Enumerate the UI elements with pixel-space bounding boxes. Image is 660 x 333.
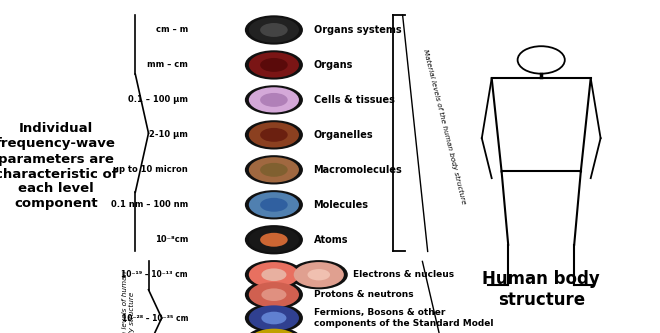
Text: 10⁻⁸cm: 10⁻⁸cm	[154, 235, 188, 244]
Circle shape	[294, 262, 344, 287]
Text: Fermions, Bosons & other
components of the Standard Model: Fermions, Bosons & other components of t…	[314, 308, 493, 328]
Text: Macromolecules: Macromolecules	[314, 165, 402, 175]
Text: Cells & tissues: Cells & tissues	[314, 95, 395, 105]
Circle shape	[245, 190, 303, 219]
Text: mm – cm: mm – cm	[147, 60, 188, 70]
Circle shape	[245, 85, 303, 115]
Circle shape	[260, 58, 288, 72]
Text: Molecules: Molecules	[314, 200, 368, 210]
Text: Atoms: Atoms	[314, 235, 348, 245]
Circle shape	[249, 52, 299, 78]
Circle shape	[261, 312, 286, 324]
Text: up to 10 micron: up to 10 micron	[114, 165, 188, 174]
Circle shape	[249, 122, 299, 148]
Circle shape	[245, 50, 303, 80]
Text: 10⁻²⁸ – 10⁻³⁵ cm: 10⁻²⁸ – 10⁻³⁵ cm	[121, 313, 188, 323]
Circle shape	[260, 23, 288, 37]
Text: Organs: Organs	[314, 60, 353, 70]
Circle shape	[245, 280, 303, 309]
Circle shape	[260, 163, 288, 177]
Circle shape	[245, 327, 303, 333]
Circle shape	[261, 288, 286, 301]
Circle shape	[245, 303, 303, 333]
Circle shape	[308, 269, 330, 280]
Circle shape	[249, 157, 299, 182]
Text: 0.1 nm – 100 nm: 0.1 nm – 100 nm	[111, 200, 188, 209]
Circle shape	[245, 155, 303, 184]
Circle shape	[260, 93, 288, 107]
Text: Material levels of the human body structure: Material levels of the human body struct…	[422, 48, 467, 205]
Text: Protons & neutrons: Protons & neutrons	[314, 290, 413, 299]
Text: cm – m: cm – m	[156, 25, 188, 35]
Circle shape	[249, 305, 299, 331]
Text: Organs systems: Organs systems	[314, 25, 401, 35]
Text: Human body
structure: Human body structure	[482, 270, 600, 309]
Circle shape	[249, 329, 299, 333]
Text: Individual
frequency-wave
parameters are
characteristic of
each level
component: Individual frequency-wave parameters are…	[0, 123, 117, 210]
Circle shape	[245, 260, 303, 289]
Circle shape	[260, 128, 288, 142]
Circle shape	[245, 225, 303, 254]
Circle shape	[245, 120, 303, 150]
Circle shape	[290, 260, 348, 289]
Text: Organelles: Organelles	[314, 130, 373, 140]
Circle shape	[245, 15, 303, 45]
Circle shape	[249, 192, 299, 217]
Text: 0.1 – 100 μm: 0.1 – 100 μm	[128, 95, 188, 105]
Circle shape	[260, 198, 288, 212]
Circle shape	[249, 262, 299, 287]
Circle shape	[249, 87, 299, 113]
Text: Quantum levels of human
body structure: Quantum levels of human body structure	[122, 271, 135, 333]
Text: 10⁻¹⁹ – 10⁻¹³ cm: 10⁻¹⁹ – 10⁻¹³ cm	[121, 270, 188, 279]
Circle shape	[249, 227, 299, 252]
Circle shape	[260, 233, 288, 247]
Circle shape	[249, 282, 299, 307]
Text: 2-10 μm: 2-10 μm	[149, 130, 188, 140]
Circle shape	[261, 268, 286, 281]
Text: Electrons & nucleus: Electrons & nucleus	[353, 270, 454, 279]
Circle shape	[249, 17, 299, 43]
